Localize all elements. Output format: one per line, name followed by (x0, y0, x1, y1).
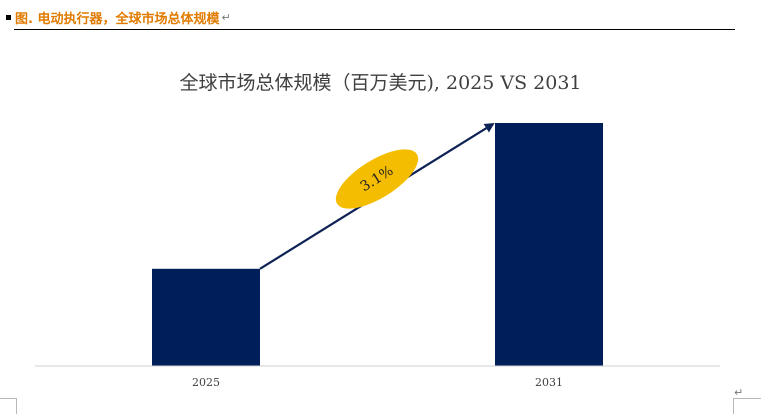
bullet-icon (6, 14, 11, 20)
growth-rate-badge (335, 149, 419, 209)
page-corner-mark-left (0, 398, 17, 414)
bar-2025 (152, 268, 260, 366)
bar-2031 (495, 123, 603, 366)
x-tick-label: 2031 (535, 376, 563, 389)
x-tick-label: 2025 (192, 376, 220, 389)
header-divider (14, 29, 735, 30)
figure-caption: 图. 电动执行器，全球市场总体规模 (15, 11, 220, 27)
document-caption-row: 图. 电动执行器，全球市场总体规模 ↵ (6, 8, 231, 27)
chart-title: 全球市场总体规模（百万美元), 2025 VS 2031 (179, 72, 582, 94)
paragraph-end-icon: ↵ (734, 386, 744, 399)
page-corner-mark-right (733, 398, 761, 414)
paragraph-mark-icon: ↵ (221, 10, 231, 24)
